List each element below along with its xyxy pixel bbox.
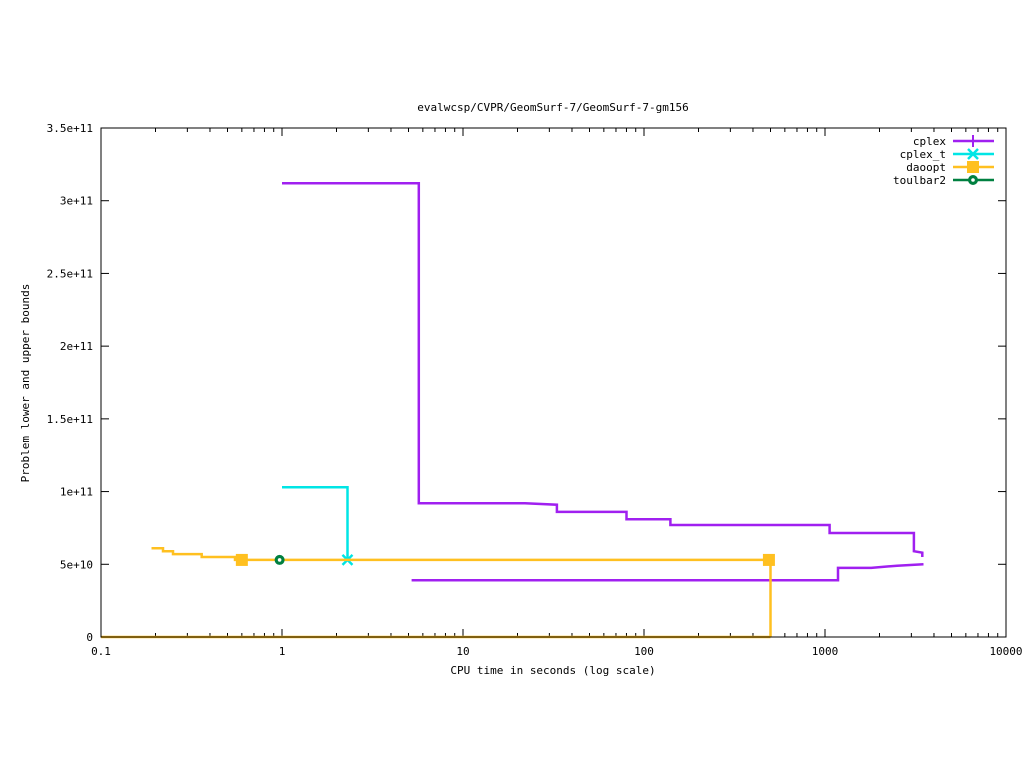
series-cplex — [282, 182, 924, 582]
legend-marker-cplex_t — [967, 148, 979, 160]
chart-title: evalwcsp/CVPR/GeomSurf-7/GeomSurf-7-gm15… — [417, 101, 689, 114]
y-tick-label: 3e+11 — [60, 195, 93, 208]
legend-marker-daoopt — [967, 161, 979, 173]
x-axis-label: CPU time in seconds (log scale) — [450, 664, 655, 677]
marker-square — [235, 553, 248, 566]
y-axis-label: Problem lower and upper bounds — [19, 284, 32, 483]
marker-square — [762, 553, 775, 566]
series-toulbar2 — [274, 554, 285, 565]
series-daoopt — [101, 547, 775, 639]
series-cplex_t — [282, 485, 354, 566]
y-tick-label: 1.5e+11 — [47, 413, 93, 426]
y-tick-label: 0 — [86, 631, 93, 644]
x-tick-label: 10000 — [989, 645, 1022, 658]
legend-label-cplex: cplex — [913, 135, 946, 148]
x-tick-label: 1000 — [812, 645, 839, 658]
x-tick-label: 0.1 — [91, 645, 111, 658]
x-tick-label: 1 — [279, 645, 286, 658]
marker-stroke — [967, 148, 979, 160]
x-tick-label: 100 — [634, 645, 654, 658]
marker-circle-center — [277, 558, 282, 562]
cplex-lower-line — [411, 563, 924, 582]
legend-label-daoopt: daoopt — [906, 161, 946, 174]
plot-border — [100, 127, 1007, 638]
plot-series — [101, 182, 924, 639]
daoopt-marker — [235, 553, 248, 566]
legend-label-toulbar2: toulbar2 — [893, 174, 946, 187]
cplex-upper-line — [282, 182, 924, 557]
cplex_t-upper-line — [282, 485, 349, 560]
x-tick-label: 10 — [456, 645, 469, 658]
y-tick-label: 2e+11 — [60, 340, 93, 353]
daoopt-upper-line — [151, 547, 772, 637]
y-tick-label: 1e+11 — [60, 486, 93, 499]
y-tick-label: 2.5e+11 — [47, 267, 93, 280]
y-tick-label: 3.5e+11 — [47, 122, 93, 135]
toulbar2-marker — [274, 554, 285, 565]
legend-label-cplex_t: cplex_t — [900, 148, 946, 161]
y-tick-label: 5e+10 — [60, 558, 93, 571]
legend-marker-cplex — [967, 135, 979, 147]
axes: 0 5e+10 1e+11 1.5e+11 2e+11 2.5e+11 3e+11 3.5e+… — [47, 122, 1023, 658]
marker-circle-center — [971, 178, 975, 182]
marker-square — [967, 161, 979, 173]
legend-marker-toulbar2 — [968, 175, 978, 185]
daoopt-marker — [762, 553, 775, 566]
